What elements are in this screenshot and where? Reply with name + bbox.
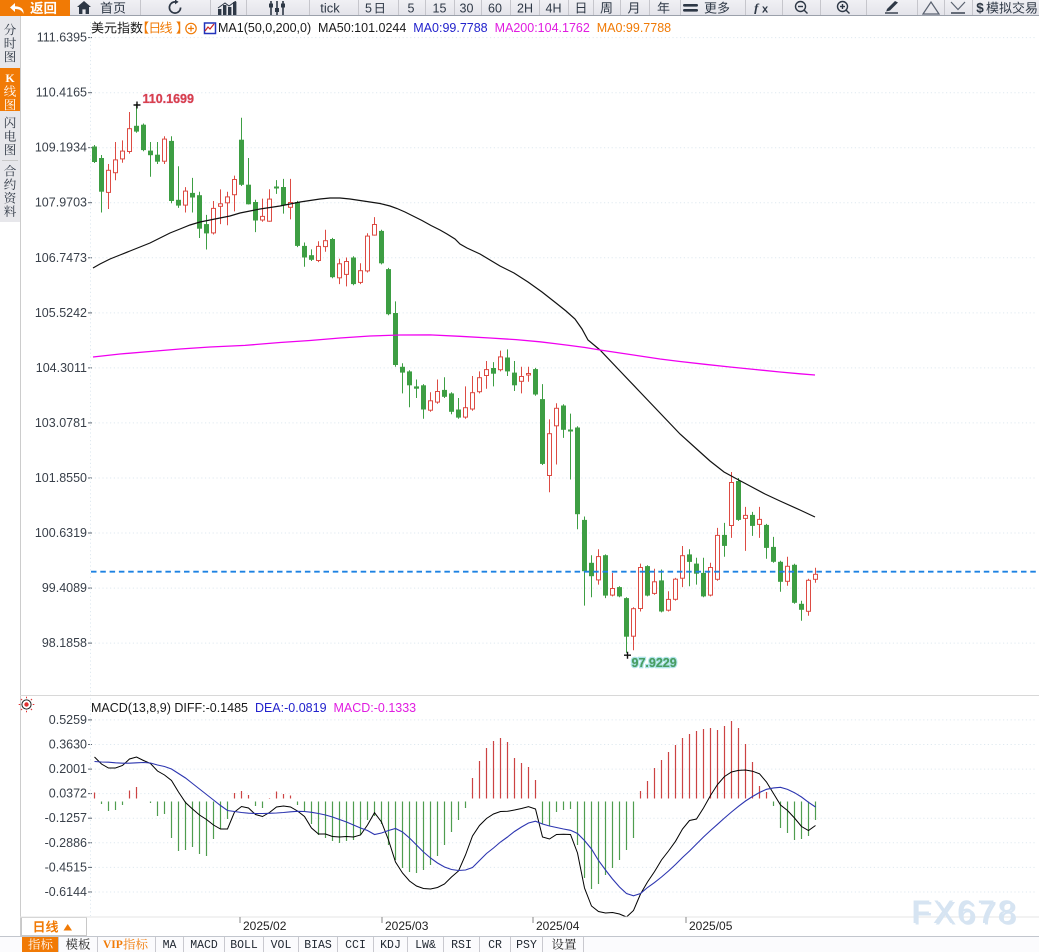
svg-text:2025/05: 2025/05 <box>689 919 733 933</box>
svg-text:101.8550: 101.8550 <box>35 471 87 485</box>
svg-text:0.2001: 0.2001 <box>49 762 87 776</box>
svg-text:110.1699: 110.1699 <box>143 92 194 106</box>
svg-text:97.9229: 97.9229 <box>632 656 677 670</box>
svg-text:2025/04: 2025/04 <box>536 919 580 933</box>
svg-text:0.5259: 0.5259 <box>49 713 87 727</box>
svg-text:VIP: VIP <box>103 939 123 951</box>
svg-text:MACD(13,8,9) DIFF:-0.1485 DEA: MACD(13,8,9) DIFF:-0.1485 DEA:-0.0819 MA… <box>91 701 416 715</box>
svg-text:-0.4515: -0.4515 <box>45 860 87 874</box>
svg-text:-0.1257: -0.1257 <box>45 811 87 825</box>
svg-text:FX678: FX678 <box>913 896 1020 932</box>
svg-text:FX678: FX678 <box>911 894 1018 930</box>
svg-text:2025/02: 2025/02 <box>243 919 287 933</box>
svg-text:2H: 2H <box>517 1 533 15</box>
svg-text:0.3630: 0.3630 <box>49 738 87 752</box>
svg-text:5: 5 <box>408 1 415 15</box>
svg-text:2025/03: 2025/03 <box>385 919 429 933</box>
svg-text:109.1934: 109.1934 <box>35 141 87 155</box>
svg-text:97.9229: 97.9229 <box>632 656 677 670</box>
svg-text:111.6395: 111.6395 <box>37 31 87 45</box>
svg-text:K: K <box>5 71 15 85</box>
svg-text:103.0781: 103.0781 <box>35 416 87 430</box>
svg-text:106.7473: 106.7473 <box>35 251 87 265</box>
svg-text:100.6319: 100.6319 <box>35 526 87 540</box>
svg-text:0.0372: 0.0372 <box>49 787 87 801</box>
svg-text:60: 60 <box>488 1 502 15</box>
svg-text:110.1699: 110.1699 <box>143 92 194 106</box>
svg-text:15: 15 <box>433 1 447 15</box>
svg-text:110.4165: 110.4165 <box>36 86 87 100</box>
svg-text:-0.2886: -0.2886 <box>45 836 87 850</box>
svg-text:98.1858: 98.1858 <box>42 636 87 650</box>
svg-text:x: x <box>762 3 769 14</box>
svg-text:4H: 4H <box>546 1 562 15</box>
svg-text:104.3011: 104.3011 <box>36 361 87 375</box>
svg-text:f: f <box>754 2 760 14</box>
svg-text:30: 30 <box>460 1 474 15</box>
svg-text:105.5242: 105.5242 <box>35 306 87 320</box>
svg-text:MA1(50,0,200,0) MA50:101.0244: MA1(50,0,200,0) MA50:101.0244 MA0:99.778… <box>218 21 671 35</box>
svg-text:$: $ <box>976 0 984 15</box>
svg-text:107.9703: 107.9703 <box>35 196 87 210</box>
svg-text:-0.6144: -0.6144 <box>45 885 87 899</box>
svg-text:tick: tick <box>320 0 340 15</box>
svg-text:5: 5 <box>365 1 372 15</box>
svg-text:99.4089: 99.4089 <box>42 581 87 595</box>
